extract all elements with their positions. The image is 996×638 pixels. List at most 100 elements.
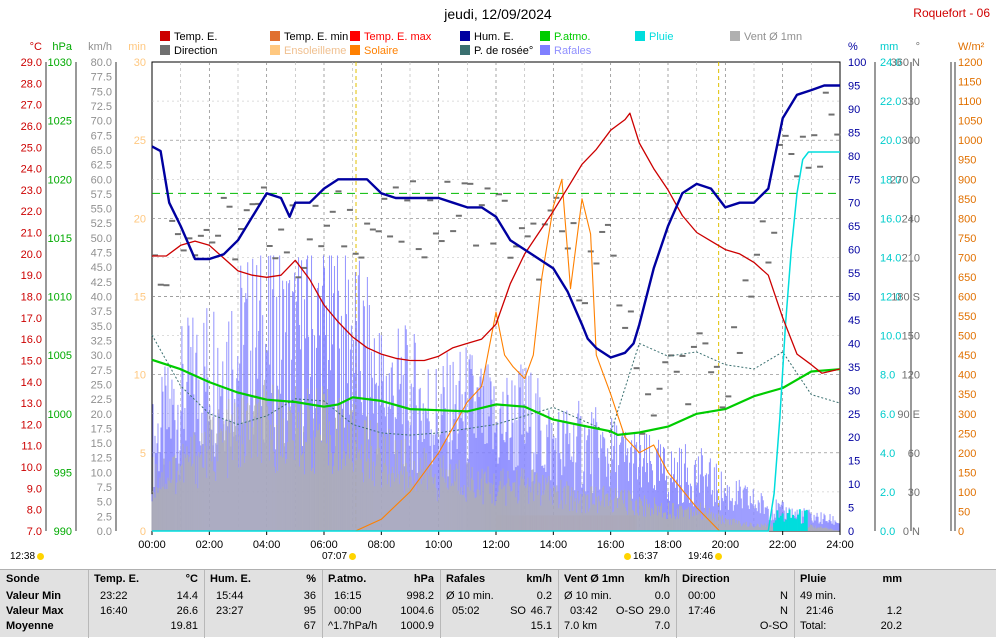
y-tick-label: 67.5: [91, 130, 112, 142]
y-tick-label: 47.5: [91, 248, 112, 260]
summary-col-unit: km/h: [526, 573, 552, 585]
y-tick-label: 7.5: [97, 482, 112, 494]
summary-col-title: Hum. E.: [210, 573, 251, 585]
y-tick-label: 180 S: [891, 292, 920, 304]
legend-item: Solaire: [350, 45, 398, 58]
summary-separator: [794, 570, 795, 638]
y-tick-label: 20.0: [91, 409, 112, 421]
y-tick-label: 800: [958, 213, 976, 225]
summary-col-title: Vent Ø 1mn: [564, 573, 625, 585]
solar-line: [355, 178, 720, 532]
y-tick-label: 25.0: [91, 379, 112, 391]
y-tick-label: 21.0: [21, 228, 42, 240]
y-tick-label: 10.0: [880, 331, 901, 343]
pressure-line: [151, 358, 841, 436]
y-tick-label: 90: [848, 104, 860, 116]
summary-time: 23:27: [216, 605, 244, 617]
legend-item: Direction: [160, 45, 217, 58]
y-tick-label: 270 O: [890, 174, 920, 186]
x-tick-label: 22:00: [769, 539, 797, 551]
y-tick-label: 72.5: [91, 101, 112, 113]
legend: Temp. E. Temp. E. min Temp. E. max Hum. E. P…: [160, 31, 820, 61]
y-tick-label: 900: [958, 174, 976, 186]
y-tick-label: 25: [134, 135, 146, 147]
y-tick-label: 600: [958, 292, 976, 304]
y-tick-label: 19.0: [21, 270, 42, 282]
chart-title: jeudi, 12/09/2024: [444, 6, 552, 22]
x-tick-label: 12:00: [482, 539, 510, 551]
y-tick-label: 400: [958, 370, 976, 382]
y-tick-label: 100: [958, 487, 976, 499]
summary-col-unit: km/h: [644, 573, 670, 585]
axis-unit-label: W/m²: [958, 41, 985, 53]
summary-value: 46.7: [530, 605, 552, 617]
sunrise-icon: [349, 553, 357, 560]
summary-time: 17:46: [688, 605, 716, 617]
y-tick-label: 24.0: [21, 164, 42, 176]
y-tick-label: 2.0: [880, 487, 895, 499]
summary-time: 16:15: [334, 590, 362, 602]
y-tick-label: 360 N: [891, 57, 920, 69]
legend-item: Vent Ø 1mn: [730, 31, 802, 44]
summary-time: 15:44: [216, 590, 244, 602]
y-tick-label: 1020: [48, 174, 72, 186]
y-tick-label: 27.5: [91, 365, 112, 377]
y-tick-label: 62.5: [91, 160, 112, 172]
y-tick-label: 27.0: [21, 100, 42, 112]
summary-time: 23:22: [100, 590, 128, 602]
summary-separator: [676, 570, 677, 638]
axis-unit-label: min: [128, 41, 146, 53]
y-tick-label: 80.0: [91, 57, 112, 69]
x-tick-label: 20:00: [712, 539, 740, 551]
y-tick-label: 37.5: [91, 306, 112, 318]
sun-icon: [37, 553, 45, 560]
axis-unit-label: km/h: [88, 41, 112, 53]
legend-swatch: [270, 31, 280, 41]
legend-item: P.atmo.: [540, 31, 591, 44]
summary-value: 29.0: [648, 605, 670, 617]
summary-row-label: Moyenne: [6, 620, 54, 632]
summary-row-label: Valeur Min: [6, 590, 62, 602]
legend-label: Temp. E. min: [284, 31, 349, 43]
y-tick-label: 550: [958, 311, 976, 323]
y-tick-label: 12.0: [880, 292, 901, 304]
y-tick-label: 5: [848, 503, 854, 515]
y-tick-label: 20: [848, 432, 860, 444]
legend-swatch: [270, 45, 280, 55]
legend-label: Temp. E. max: [364, 31, 432, 43]
station-name: Roquefort - 06: [913, 6, 990, 20]
y-tick-label: 29.0: [21, 57, 42, 69]
summary-value: 0.0: [654, 590, 670, 602]
axis-unit-label: °: [916, 41, 920, 53]
y-tick-label: 10.0: [21, 462, 42, 474]
summary-table: Sonde Valeur Min Valeur Max Moyenne Temp. E.…: [0, 569, 996, 638]
y-tick-label: 0 N: [903, 526, 920, 538]
y-tick-label: 200: [958, 448, 976, 460]
y-tick-label: 70: [848, 198, 860, 210]
y-tick-label: 65.0: [91, 145, 112, 157]
y-tick-label: 16.0: [21, 334, 42, 346]
y-tick-label: 45.0: [91, 262, 112, 274]
y-tick-label: 90 E: [897, 409, 920, 421]
y-tick-label: 9.0: [27, 483, 42, 495]
y-tick-label: 22.0: [880, 96, 901, 108]
summary-value: 26.6: [176, 605, 198, 617]
summary-time: 03:42: [570, 605, 598, 617]
summary-time: ^1.7hPa/h: [328, 620, 378, 632]
axis-unit-label: mm: [880, 41, 898, 53]
summary-value: 20.2: [880, 620, 902, 632]
legend-label: P.atmo.: [554, 31, 591, 43]
y-tick-label: 40: [848, 338, 860, 350]
y-tick-label: 950: [958, 155, 976, 167]
summary-value: O-SO: [759, 620, 788, 632]
y-tick-label: 2.5: [97, 511, 112, 523]
y-tick-label: 300: [902, 135, 920, 147]
y-tick-label: 1000: [48, 409, 72, 421]
y-tick-label: 4.0: [880, 448, 895, 460]
y-tick-label: 14.0: [21, 377, 42, 389]
legend-item: Temp. E. min: [270, 31, 348, 44]
y-tick-label: 30.0: [91, 350, 112, 362]
summary-value: N: [780, 590, 788, 602]
y-tick-label: 18.0: [21, 292, 42, 304]
x-tick-label: 00:00: [138, 539, 166, 551]
